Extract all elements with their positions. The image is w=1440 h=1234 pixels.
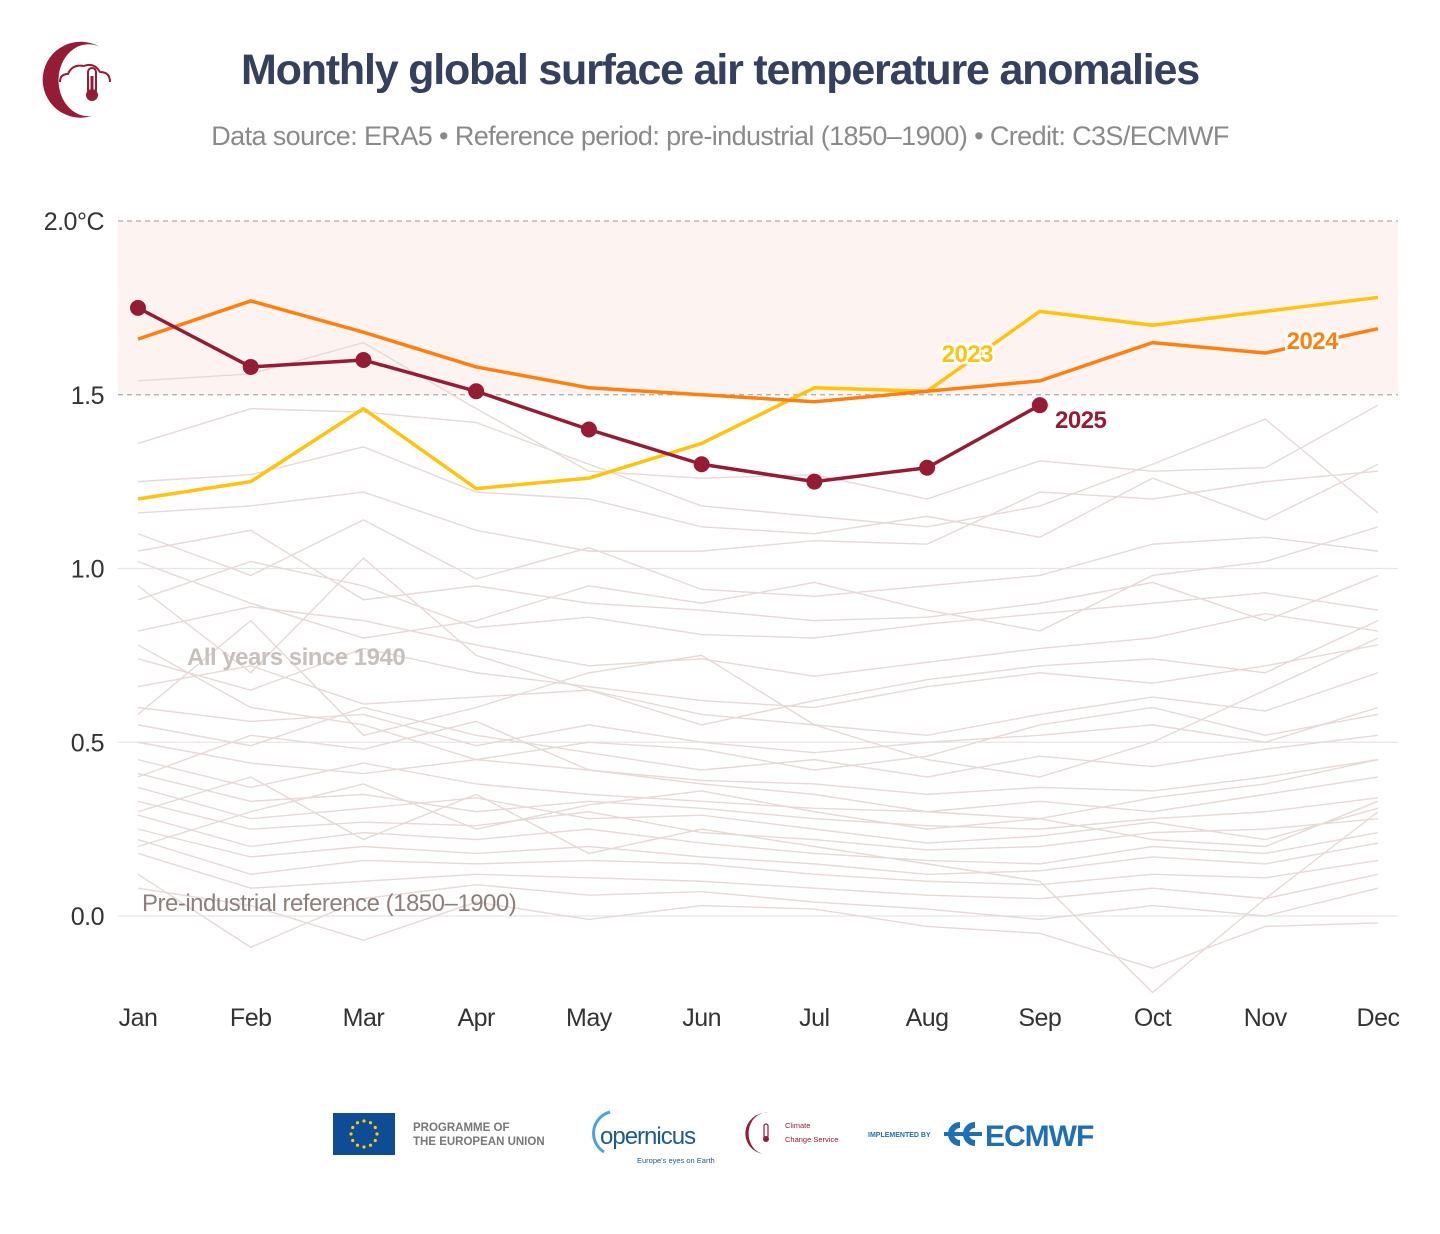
eu-star-icon — [355, 1143, 360, 1147]
series-point-2025 — [693, 456, 710, 473]
background-year-line — [137, 644, 1379, 709]
x-tick-label: Jul — [799, 1004, 829, 1032]
series-point-2025 — [355, 352, 372, 368]
eu-star-icon — [351, 1138, 355, 1143]
copernicus-arc-icon — [592, 1110, 611, 1154]
copernicus-tagline: Europe's eyes on Earth — [637, 1156, 715, 1165]
eu-star-icon — [368, 1121, 373, 1125]
background-year-line — [137, 526, 1379, 639]
background-year-line — [137, 706, 1379, 754]
series-point-2025 — [130, 299, 146, 316]
series-line-2024 — [137, 299, 1379, 404]
background-year-line — [137, 873, 1379, 949]
background-year-line — [137, 828, 1379, 876]
background-year-line — [137, 814, 1379, 865]
x-tick-label: Apr — [457, 1004, 495, 1032]
c3s-footer-logo-icon — [745, 1112, 769, 1154]
x-tick-label: Jun — [682, 1004, 721, 1032]
background-year-line — [137, 852, 1379, 900]
background-year-line — [137, 619, 1379, 778]
background-year-line — [137, 644, 1379, 771]
series-point-2025 — [919, 459, 936, 476]
eu-star-icon — [355, 1121, 360, 1125]
c3s-label-line2: Change Service — [785, 1135, 838, 1144]
chart-subtitle: Data source: ERA5 • Reference period: pr… — [211, 121, 1229, 151]
c3s-label-line1: Climate — [785, 1121, 810, 1130]
background-year-line — [137, 560, 1379, 639]
series-label-2024: 2024 — [1287, 328, 1340, 355]
background-year-line — [137, 776, 1379, 994]
x-tick-label: Mar — [343, 1004, 385, 1032]
x-tick-label: Dec — [1357, 1004, 1400, 1032]
y-tick-label: 1.5 — [71, 382, 104, 410]
series-point-2025 — [468, 383, 485, 400]
y-tick-label: 1.0 — [71, 556, 104, 584]
shaded-band-1p5-2c — [118, 221, 1398, 395]
background-year-line — [137, 341, 1379, 500]
series-point-2025 — [242, 358, 259, 375]
y-tick-label: 0.0 — [71, 903, 104, 931]
series-line-2023 — [137, 295, 1379, 501]
eu-flag-icon — [333, 1113, 395, 1155]
chart-title: Monthly global surface air temperature a… — [241, 46, 1199, 94]
background-year-line — [137, 800, 1379, 851]
background-year-line — [137, 665, 1379, 737]
annotation-all-years: All years since 1940 — [187, 644, 405, 671]
background-year-line — [137, 446, 1379, 538]
eu-star-icon — [373, 1125, 377, 1130]
background-year-line — [137, 557, 1379, 726]
eu-star-icon — [375, 1132, 379, 1136]
background-year-line — [137, 407, 1379, 528]
background-year-line — [137, 786, 1379, 844]
eu-star-icon — [373, 1138, 377, 1143]
background-year-line — [137, 758, 1379, 813]
series-point-2025 — [806, 473, 823, 490]
x-tick-label: Jan — [119, 1004, 158, 1032]
y-tick-label: 0.5 — [71, 729, 104, 757]
x-tick-label: Sep — [1018, 1004, 1061, 1032]
series-point-2025 — [580, 421, 597, 438]
c3s-logo-icon — [42, 41, 111, 118]
implemented-by-label: IMPLEMENTED BY — [868, 1132, 931, 1139]
eu-star-icon — [362, 1119, 366, 1123]
background-year-line — [137, 470, 1379, 552]
background-year-line — [137, 772, 1379, 830]
series-label-2025: 2025 — [1055, 407, 1107, 434]
copernicus-logo: opernicus — [600, 1123, 696, 1150]
series-point-2025 — [1031, 397, 1048, 414]
eu-label-line2: THE EUROPEAN UNION — [413, 1136, 545, 1148]
ecmwf-logo: ECMWF — [985, 1120, 1094, 1153]
background-year-line — [137, 706, 1379, 778]
eu-label-line1: PROGRAMME OF — [413, 1122, 509, 1134]
eu-star-icon — [362, 1145, 366, 1149]
background-year-line — [137, 529, 1379, 622]
eu-star-icon — [368, 1143, 373, 1147]
eu-star-icon — [349, 1132, 353, 1136]
background-year-line — [137, 783, 1379, 848]
background-year-line — [137, 887, 1379, 969]
ecmwf-symbol-icon — [944, 1122, 982, 1146]
x-tick-label: Nov — [1244, 1004, 1288, 1032]
x-tick-label: Feb — [230, 1004, 272, 1032]
background-year-line — [137, 741, 1379, 796]
footer-logos: PROGRAMME OF THE EUROPEAN UNION opernicu… — [333, 1110, 1095, 1165]
background-year-line — [137, 606, 1379, 677]
background-year-line — [137, 519, 1379, 598]
x-tick-label: Aug — [906, 1004, 949, 1032]
x-tick-label: May — [566, 1004, 613, 1032]
background-year-line — [137, 720, 1379, 820]
annotation-pre-industrial: Pre-industrial reference (1850–1900) — [142, 890, 516, 917]
series-label-2023: 2023 — [942, 341, 994, 368]
y-tick-label: 2.0°C — [44, 208, 105, 236]
background-year-line — [137, 838, 1379, 886]
eu-star-icon — [351, 1125, 355, 1130]
x-tick-label: Oct — [1134, 1004, 1172, 1032]
plot-area: 2.0°C 1.5 1.0 0.5 0.0 Jan Feb Mar Apr May Jun Jul Au… — [44, 208, 1400, 1032]
